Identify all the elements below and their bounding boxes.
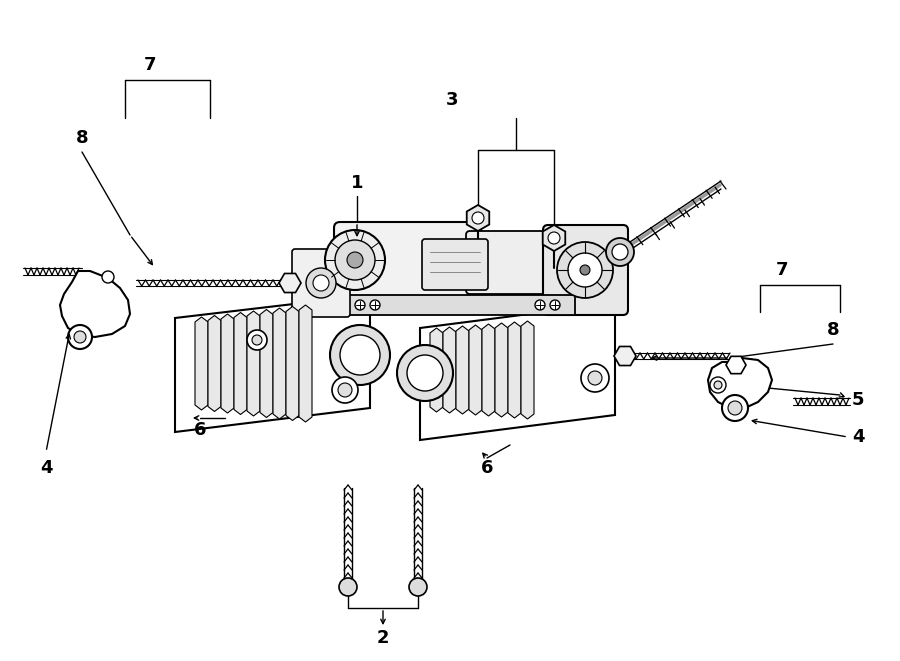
Circle shape <box>409 578 427 596</box>
Polygon shape <box>286 307 299 420</box>
Circle shape <box>580 265 590 275</box>
Polygon shape <box>482 324 495 416</box>
Circle shape <box>332 377 358 403</box>
Circle shape <box>330 325 390 385</box>
Circle shape <box>612 244 628 260</box>
Bar <box>340 295 575 315</box>
Circle shape <box>313 275 329 291</box>
Polygon shape <box>420 303 615 440</box>
Circle shape <box>581 364 609 392</box>
Polygon shape <box>508 322 521 418</box>
FancyBboxPatch shape <box>543 225 628 315</box>
Polygon shape <box>299 305 312 422</box>
Circle shape <box>397 345 453 401</box>
Circle shape <box>535 300 545 310</box>
Text: 5: 5 <box>851 391 864 409</box>
FancyBboxPatch shape <box>334 222 481 299</box>
Polygon shape <box>60 271 130 337</box>
Text: 6: 6 <box>194 421 206 439</box>
Text: 7: 7 <box>776 261 788 279</box>
Circle shape <box>340 335 380 375</box>
Circle shape <box>714 381 722 389</box>
Circle shape <box>335 240 375 280</box>
Text: 3: 3 <box>446 91 458 109</box>
Circle shape <box>472 212 484 224</box>
Polygon shape <box>443 327 456 413</box>
Circle shape <box>247 330 267 350</box>
Circle shape <box>252 335 262 345</box>
FancyBboxPatch shape <box>292 249 350 317</box>
Circle shape <box>407 355 443 391</box>
Polygon shape <box>495 323 508 417</box>
Polygon shape <box>175 295 370 432</box>
FancyBboxPatch shape <box>466 231 554 294</box>
Polygon shape <box>234 313 247 414</box>
Circle shape <box>74 331 86 343</box>
Circle shape <box>338 383 352 397</box>
Circle shape <box>606 238 634 266</box>
Text: 4: 4 <box>851 428 864 446</box>
Polygon shape <box>221 314 234 413</box>
Circle shape <box>568 253 602 287</box>
Polygon shape <box>469 325 482 415</box>
Polygon shape <box>273 308 286 419</box>
Circle shape <box>339 578 357 596</box>
Polygon shape <box>430 328 443 412</box>
Text: 6: 6 <box>481 459 493 477</box>
Polygon shape <box>456 326 469 414</box>
Circle shape <box>728 401 742 415</box>
Circle shape <box>68 325 92 349</box>
Text: 1: 1 <box>351 174 364 192</box>
Text: 7: 7 <box>144 56 157 74</box>
Circle shape <box>355 300 365 310</box>
Circle shape <box>710 377 726 393</box>
Text: 8: 8 <box>827 321 840 339</box>
Circle shape <box>550 300 560 310</box>
FancyBboxPatch shape <box>422 239 488 290</box>
Circle shape <box>722 395 748 421</box>
Text: 8: 8 <box>76 129 88 147</box>
Text: 4: 4 <box>40 459 52 477</box>
Circle shape <box>588 371 602 385</box>
Circle shape <box>557 242 613 298</box>
Circle shape <box>548 232 560 244</box>
Polygon shape <box>195 317 208 410</box>
Circle shape <box>306 268 336 298</box>
Polygon shape <box>247 311 260 416</box>
Polygon shape <box>260 309 273 418</box>
Circle shape <box>370 300 380 310</box>
Polygon shape <box>521 321 534 419</box>
Circle shape <box>325 230 385 290</box>
Polygon shape <box>708 358 772 408</box>
Polygon shape <box>208 315 221 412</box>
Text: 2: 2 <box>377 629 389 647</box>
Circle shape <box>102 271 114 283</box>
Circle shape <box>347 252 363 268</box>
